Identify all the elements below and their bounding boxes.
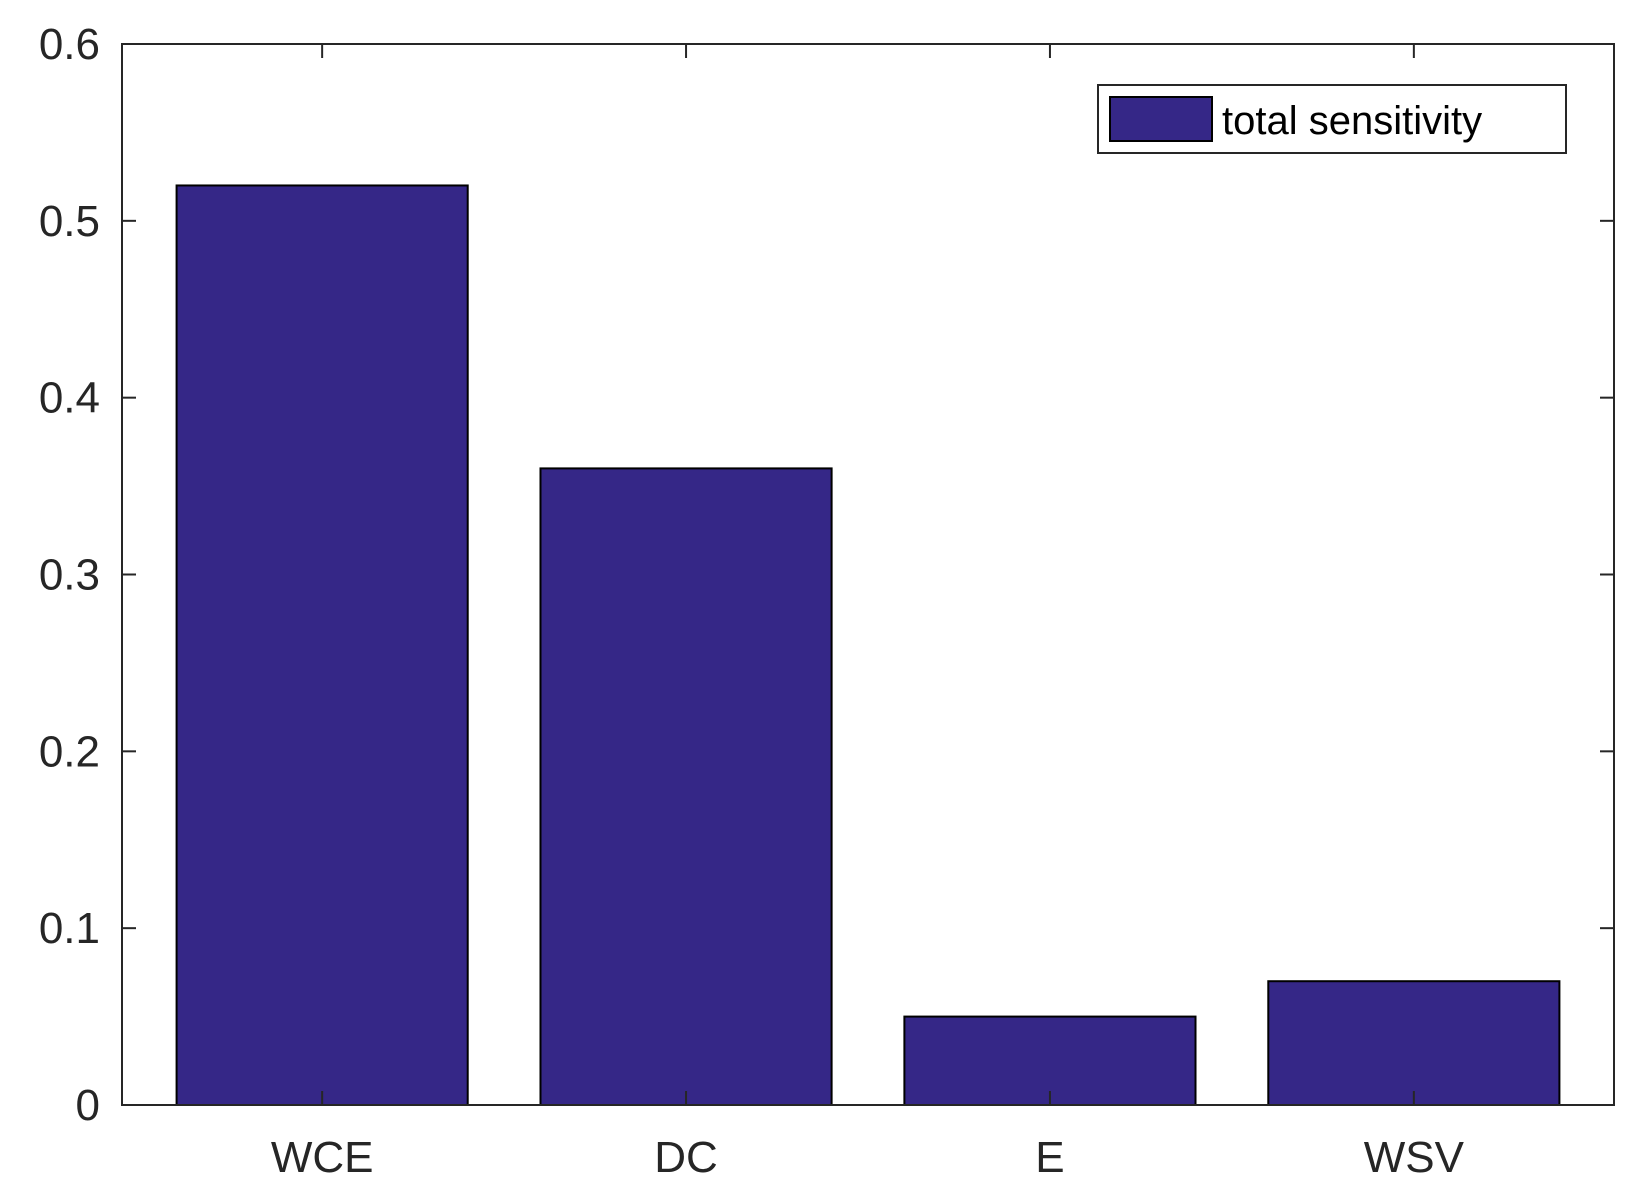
bar-dc xyxy=(539,467,833,1106)
y-tick-label: 0.2 xyxy=(39,727,100,776)
bars-group xyxy=(175,184,1561,1107)
plot-frame xyxy=(121,43,1615,1106)
y-tick-label: 0.6 xyxy=(39,20,100,69)
legend: total sensitivity xyxy=(1097,84,1567,154)
legend-swatch xyxy=(1109,96,1213,142)
y-tick-label: 0.1 xyxy=(39,904,100,953)
x-tick-label-wsv: WSV xyxy=(1364,1133,1465,1182)
y-tick-label: 0 xyxy=(76,1081,100,1130)
x-tick-label-wce: WCE xyxy=(271,1133,374,1182)
x-tick-labels: WCE DC E WSV xyxy=(271,1133,1465,1182)
x-tick-label-e: E xyxy=(1035,1133,1064,1182)
y-tick-labels: 0 0.1 0.2 0.3 0.4 0.5 0.6 xyxy=(39,20,100,1130)
bar-wce xyxy=(175,184,469,1106)
bar-wsv xyxy=(1267,980,1561,1107)
x-tick-label-dc: DC xyxy=(654,1133,718,1182)
y-tick-label: 0.4 xyxy=(39,374,100,423)
y-tick-label: 0.3 xyxy=(39,551,100,600)
y-tick-label: 0.5 xyxy=(39,197,100,246)
bar-e xyxy=(903,1015,1197,1106)
legend-label: total sensitivity xyxy=(1222,99,1482,143)
